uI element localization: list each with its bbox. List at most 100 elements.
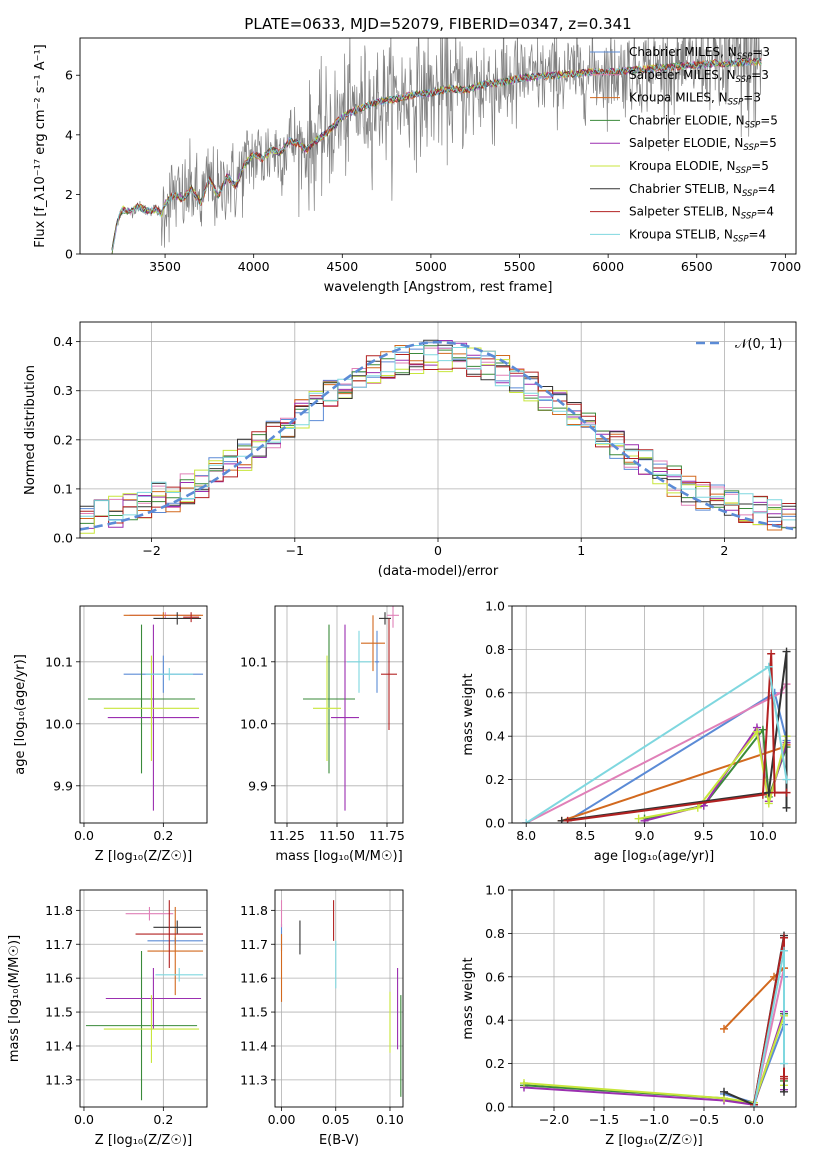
axes-border [79, 37, 797, 255]
histogram-series [80, 347, 796, 534]
x-tick-label: −2 [142, 543, 160, 558]
legend-subscript: SSP [737, 52, 753, 62]
x-tick-label: 11.50 [319, 828, 355, 843]
plot-weight-vs-z: −2.0 −1.5 −1.0 −0.5 0.0 0.0 0.2 0.4 0.6 0.8 1.0 Z [… [461, 883, 797, 1148]
x-tick-label: 0.0 [744, 1112, 764, 1127]
x-tick-label: 0.0 [74, 828, 94, 843]
x-tick-label: 0.2 [153, 1112, 173, 1127]
axes-border [274, 605, 404, 824]
weight-series-line [561, 744, 788, 822]
spectrum-model-line [111, 57, 762, 252]
y-tick-label: 11.4 [240, 1038, 268, 1053]
y-tick-label: 4 [65, 127, 73, 142]
weight-point-marker [693, 803, 702, 812]
x-axis-label: E(B-V) [319, 1133, 359, 1148]
plot-age-vs-mass: 11.25 11.50 11.75 9.9 10.0 10.1 mass [log₁₀(M/… [240, 605, 405, 864]
y-tick-label: 11.7 [240, 937, 268, 952]
x-axis-label: age [log₁₀(age/yr)] [594, 849, 715, 864]
y-tick-label: 0 [65, 247, 73, 262]
y-tick-label: 11.4 [45, 1038, 73, 1053]
y-axis-label: age [log₁₀(age/yr)] [13, 654, 28, 775]
plot-area [303, 606, 399, 811]
y-tick-label: 6 [65, 68, 73, 83]
plot-area [85, 900, 204, 1101]
y-tick-label: 9.9 [248, 778, 268, 793]
y-tick-label: 0.0 [485, 816, 505, 831]
spectrum-legend: Chabrier MILES, NSSP=3 Salpeter MILES, NS… [590, 45, 778, 244]
y-tick-label: 11.6 [45, 971, 73, 986]
legend-subscript: SSP [743, 143, 759, 153]
legend-entry-suffix: =5 [760, 113, 778, 127]
axes-frame: 0.0 0.2 9.9 10.0 10.1 Z [log₁₀(Z/Z☉)] age [log… [13, 605, 208, 864]
legend-entry-suffix: =3 [751, 68, 769, 82]
axes-frame: −2 −1 0 1 2 0.0 0.1 0.2 0.3 0.4 (data-model)/error… [23, 321, 797, 579]
x-axis-label: Z [log₁₀(Z/Z☉)] [605, 1133, 702, 1148]
plot-spectrum: 3500 4000 4500 5000 5500 6000 6500 7000 0 2 4 6 wave… [33, 37, 801, 295]
weight-point-marker [782, 788, 791, 797]
y-tick-label: 10.0 [240, 716, 268, 731]
plot-age-vs-z: 0.0 0.2 9.9 10.0 10.1 Z [log₁₀(Z/Z☉)] age [log… [13, 605, 208, 864]
grid [80, 606, 207, 823]
x-tick-label: 4500 [326, 259, 358, 274]
x-tick-label: 9.0 [635, 828, 655, 843]
y-tick-label: 0.2 [485, 772, 505, 787]
x-tick-label: 11.25 [269, 828, 305, 843]
y-tick-label: 11.7 [45, 937, 73, 952]
plot-area [522, 647, 791, 823]
x-axis-label: mass [log₁₀(M/M☉)] [275, 849, 402, 864]
y-tick-label: 11.8 [240, 903, 268, 918]
weight-point-marker [782, 775, 791, 784]
y-tick-label: 0.8 [485, 926, 505, 941]
legend-entry: 𝒩(0, 1) [735, 337, 782, 352]
axes-frame: 3500 4000 4500 5000 5500 6000 6500 7000 0 2 4 6 wave… [33, 37, 801, 295]
legend-entry: Chabrier ELODIE, NSSP=5 [629, 113, 778, 130]
x-tick-label: 0.0 [74, 1112, 94, 1127]
weight-point-marker [780, 933, 788, 942]
y-tick-label: 11.3 [240, 1072, 268, 1087]
x-tick-label: 5500 [504, 259, 536, 274]
x-tick-label: 11.75 [369, 828, 405, 843]
y-tick-label: 10.0 [45, 716, 73, 731]
x-tick-label: 6000 [592, 259, 624, 274]
axes-frame: 8.0 8.5 9.0 9.5 10.0 0.0 0.2 0.4 0.6 0.8 1.0 age [l… [461, 599, 797, 864]
weight-point-marker [780, 946, 788, 955]
grid [275, 890, 403, 1107]
axes-frame: 0.00 0.05 0.10 11.3 11.4 11.5 11.6 11.7 11.8 E(B-… [240, 889, 404, 1148]
legend-entry-suffix: =4 [758, 182, 776, 196]
x-tick-label: 0.05 [322, 1112, 350, 1127]
plot-area [520, 931, 788, 1107]
spectrum-data-line [112, 38, 763, 249]
weight-point-marker [520, 1079, 528, 1088]
x-axis-label: Z [log₁₀(Z/Z☉)] [95, 1133, 192, 1148]
legend-subscript: SSP [741, 212, 757, 222]
y-tick-label: 1.0 [485, 599, 505, 614]
x-tick-label: 6500 [681, 259, 713, 274]
y-tick-label: 11.5 [240, 1005, 268, 1020]
legend-entry-suffix: =3 [752, 45, 770, 59]
y-tick-label: 9.9 [53, 778, 73, 793]
weight-point-marker [767, 649, 776, 658]
weight-point-marker [563, 816, 572, 823]
axes-border [79, 889, 208, 1108]
y-tick-label: 0.4 [485, 729, 505, 744]
weight-point-marker [782, 803, 791, 812]
x-tick-label: −1.0 [639, 1112, 669, 1127]
y-tick-label: 11.5 [45, 1005, 73, 1020]
y-tick-label: 1.0 [485, 883, 505, 898]
x-tick-label: 0 [434, 543, 442, 558]
plot-weight-vs-age: 8.0 8.5 9.0 9.5 10.0 0.0 0.2 0.4 0.6 0.8 1.0 age [l… [461, 599, 797, 864]
gaussian-curve [80, 340, 794, 531]
figure-title: PLATE=0633, MJD=52079, FIBERID=0347, z=0… [244, 15, 631, 33]
weight-point-marker [782, 647, 791, 656]
y-axis-label: mass weight [461, 673, 476, 755]
y-tick-label: 0.2 [485, 1056, 505, 1071]
x-tick-label: 0.00 [268, 1112, 296, 1127]
plot-area [280, 900, 402, 1097]
legend-entry-suffix: =3 [743, 91, 761, 105]
x-tick-label: −2.0 [539, 1112, 569, 1127]
axes-frame: −2.0 −1.5 −1.0 −0.5 0.0 0.0 0.2 0.4 0.6 0.8 1.0 Z [… [461, 883, 797, 1148]
y-tick-label: 0.4 [485, 1013, 505, 1028]
x-tick-label: 0.10 [376, 1112, 404, 1127]
legend-subscript: SSP [736, 75, 752, 85]
legend-entry: Salpeter MILES, NSSP=3 [629, 68, 769, 85]
